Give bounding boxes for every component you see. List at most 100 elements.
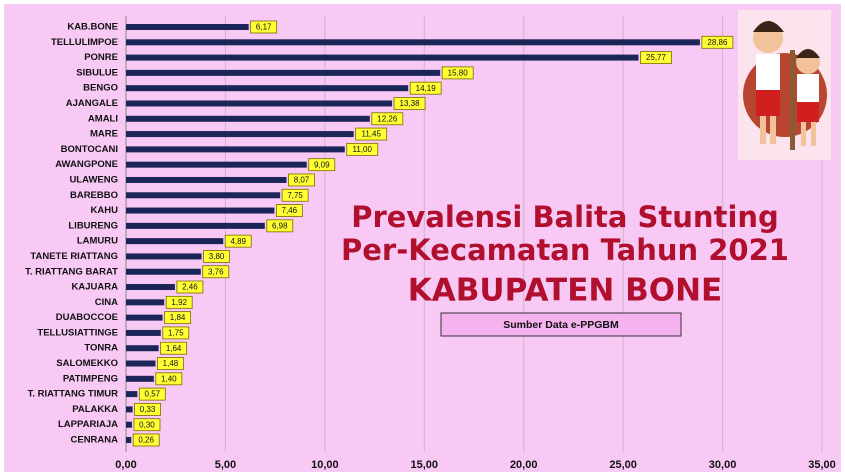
y-tick-label: DUABOCCOE [56, 312, 118, 323]
bar [126, 345, 159, 352]
value-label-box [640, 51, 672, 64]
value-label-box [164, 311, 191, 325]
value-label: 1,64 [166, 344, 182, 353]
value-label: 3,76 [208, 267, 224, 276]
value-label-box [308, 158, 336, 172]
y-tick-label: LIBURENG [68, 220, 118, 231]
value-label: 3,80 [209, 252, 225, 261]
bar [126, 131, 354, 138]
y-tick-label: CENRANA [71, 435, 119, 446]
value-label: 0,57 [145, 390, 161, 399]
value-label: 15,80 [448, 68, 469, 77]
value-label-box [346, 142, 379, 156]
bar [126, 375, 154, 382]
value-label: 28,86 [707, 38, 728, 47]
title-line: Per-Kecamatan Tahun 2021 [341, 233, 789, 267]
y-tick-label: MARE [90, 129, 118, 140]
y-tick-label: PATIMPENG [63, 373, 118, 384]
value-label: 11,45 [361, 130, 381, 139]
bar [126, 284, 175, 291]
value-label: 1,48 [163, 359, 179, 368]
value-label-box [155, 372, 183, 386]
bar [126, 299, 165, 306]
y-tick-label: T. RIATTANG BARAT [25, 266, 118, 277]
value-label: 8,07 [294, 176, 310, 185]
x-tick-label: 25,00 [609, 459, 637, 471]
bar [126, 391, 138, 398]
y-tick-label: AWANGPONE [55, 159, 118, 170]
value-label: 7,75 [287, 191, 303, 200]
bar [126, 207, 275, 214]
bar [126, 238, 224, 245]
value-label-box [441, 66, 474, 80]
value-label-box [157, 357, 184, 370]
value-label-box [176, 280, 204, 294]
value-label-box [134, 403, 161, 416]
source: Sumber Data e-PPGBM [503, 319, 619, 331]
y-tick-label: SIBULUE [76, 67, 118, 78]
x-tick-label: 5,00 [215, 459, 236, 471]
value-label-box [162, 326, 190, 340]
value-label-box [132, 433, 160, 447]
y-tick-label: ULAWENG [69, 174, 118, 185]
bar [126, 85, 409, 92]
value-label-box [160, 341, 188, 355]
bar [126, 146, 345, 153]
title-line: Prevalensi Balita Stunting [351, 200, 779, 234]
x-tick-label: 20,00 [510, 459, 538, 471]
y-tick-label: LAPPARIAJA [58, 419, 118, 430]
value-label: 11,00 [353, 145, 373, 154]
value-label: 2,46 [182, 283, 198, 292]
value-label: 0,33 [140, 405, 156, 414]
value-label: 9,09 [314, 160, 330, 169]
y-tick-label: AJANGALE [66, 98, 118, 109]
value-label: 13,38 [400, 99, 421, 108]
value-label: 0,30 [139, 420, 155, 429]
bar [126, 360, 156, 367]
y-tick-label: LAMURU [77, 236, 118, 247]
y-tick-label: TANETE RIATTANG [30, 251, 118, 262]
bar [126, 115, 370, 122]
value-label: 1,84 [170, 313, 186, 322]
bar [126, 54, 639, 61]
bar [126, 176, 287, 183]
y-tick-label: PONRE [84, 52, 118, 63]
y-tick-label: KAHU [91, 205, 119, 216]
source-box [440, 312, 682, 337]
value-label-box [266, 219, 294, 233]
y-tick-label: T. RIATTANG TIMUR [28, 389, 119, 400]
x-tick-label: 10,00 [311, 459, 339, 471]
x-tick-label: 35,00 [808, 459, 836, 471]
y-tick-label: CINA [95, 297, 118, 308]
y-tick-label: PALAKKA [72, 404, 118, 415]
value-label: 14,19 [416, 84, 437, 93]
bar [126, 192, 281, 199]
value-label: 0,26 [138, 436, 154, 445]
value-label: 6,17 [256, 23, 272, 32]
bar [126, 161, 307, 168]
value-label-box [203, 250, 230, 263]
value-label: 1,92 [171, 298, 187, 307]
value-label-box [133, 418, 161, 432]
value-label: 7,46 [282, 206, 298, 215]
y-tick-label: AMALI [88, 113, 118, 124]
y-tick-label: TELLUSIATTINGE [37, 327, 118, 338]
y-tick-label: TELLULIMPOE [51, 37, 118, 48]
value-label-box [393, 97, 426, 110]
value-label: 25,77 [646, 53, 667, 62]
bar [126, 437, 132, 443]
y-tick-label: BENGO [83, 83, 118, 94]
value-label: 1,40 [161, 374, 177, 383]
value-label-box [288, 173, 315, 187]
bar [126, 253, 202, 260]
y-tick-label: TONRA [84, 343, 118, 354]
value-label-box [701, 35, 734, 49]
value-label-box [275, 204, 303, 217]
value-label-box [224, 234, 252, 248]
y-tick-label: KAB.BONE [67, 22, 118, 33]
bar [126, 100, 393, 107]
y-tick-label: BONTOCANI [61, 144, 118, 155]
x-tick-label: 30,00 [709, 459, 737, 471]
bar [126, 329, 161, 336]
value-label: 6,98 [272, 221, 288, 230]
